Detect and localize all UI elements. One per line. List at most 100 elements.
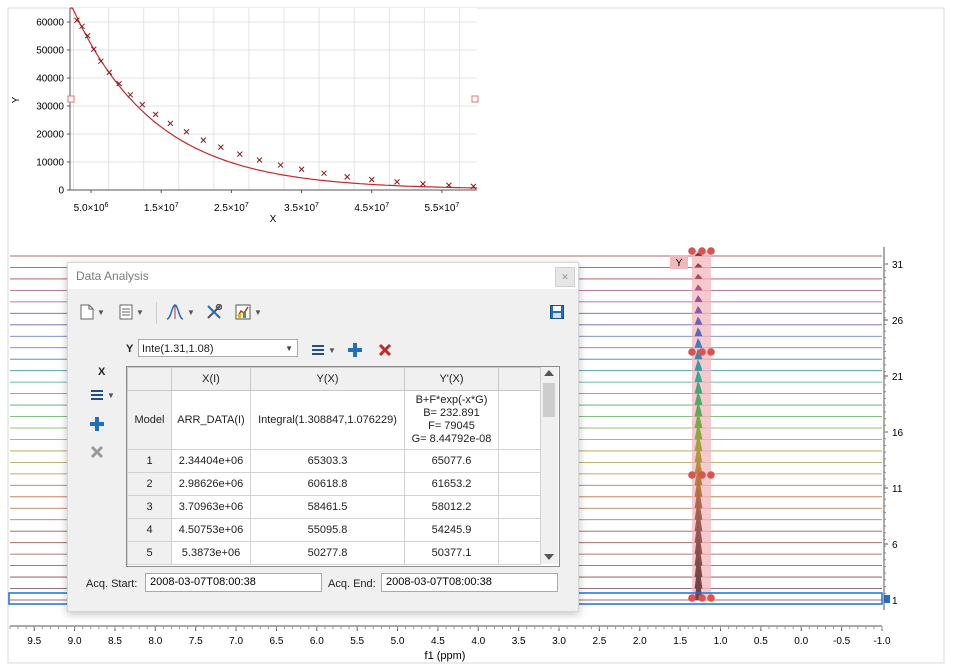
delete-x-button[interactable] (90, 441, 104, 463)
row-fit[interactable]: 54245.9 (404, 518, 499, 542)
row-y[interactable]: 60618.8 (250, 472, 405, 496)
tools-button[interactable] (206, 301, 222, 323)
row-index: 1 (127, 449, 172, 473)
integral-region-label-bg (670, 255, 688, 269)
trace-peak (694, 456, 703, 474)
column-header-spacer (498, 367, 541, 391)
row-x[interactable]: 5.3873e+06 (171, 541, 251, 565)
region-handle[interactable] (707, 594, 715, 602)
save-button[interactable] (550, 301, 564, 323)
peak-analysis-button[interactable]: ▼ (166, 301, 195, 323)
model-fit-cell[interactable]: B+F*exp(-x*G) B= 232.891 F= 79045 G= 8.4… (404, 390, 499, 450)
delete-y-button[interactable] (378, 339, 392, 361)
trace-peak (694, 316, 703, 325)
row-index: 5 (127, 541, 172, 565)
table-spacer-cell (498, 495, 541, 519)
region-handle[interactable] (698, 594, 706, 602)
model-row-label: Model (127, 390, 172, 450)
chart-resize-handle-left[interactable] (67, 95, 75, 103)
trace-peak (694, 489, 703, 509)
row-y[interactable]: 58461.5 (250, 495, 405, 519)
row-x[interactable]: 2.98626e+06 (171, 472, 251, 496)
table-spacer-cell (498, 472, 541, 496)
region-handle[interactable] (698, 247, 706, 255)
fit-formula: B+F*exp(-x*G) (415, 394, 488, 406)
acq-start-field[interactable] (145, 573, 322, 592)
new-document-button[interactable]: ▼ (80, 301, 105, 323)
y-select[interactable]: Inte(1.31,1.08) ▼ (138, 339, 298, 357)
table-row[interactable]: 1 2.34404e+06 65303.3 65077.6 (127, 449, 541, 473)
add-x-button[interactable] (90, 413, 104, 435)
scroll-down-icon[interactable] (544, 554, 554, 560)
selected-trace-marker[interactable] (884, 595, 890, 603)
row-x[interactable]: 3.70963e+06 (171, 495, 251, 519)
ppm-tick-label: 3.5 (512, 636, 526, 647)
chart-options-button[interactable]: ▼ (235, 301, 262, 323)
region-handle[interactable] (688, 247, 696, 255)
ppm-tick-label: 5.0 (391, 636, 405, 647)
ppm-tick-label: 1.5 (673, 636, 687, 647)
row-x[interactable]: 4.50753e+06 (171, 518, 251, 542)
row-y[interactable]: 55095.8 (250, 518, 405, 542)
ppm-tick-label: 6.5 (269, 636, 283, 647)
column-header-fit[interactable]: Y'(X) (404, 367, 499, 391)
x-list-button[interactable]: ▼ (90, 384, 115, 406)
ppm-tick-label: 9.0 (68, 636, 82, 647)
region-handle[interactable] (688, 594, 696, 602)
x-tick-label: 3.5×107 (284, 202, 319, 214)
column-header-x[interactable]: X(I) (171, 367, 251, 391)
trace-peak (694, 252, 703, 257)
region-handle[interactable] (688, 348, 696, 356)
data-point (277, 162, 284, 168)
row-fit[interactable]: 50377.1 (404, 541, 499, 565)
row-fit[interactable]: 58012.2 (404, 495, 499, 519)
row-fit[interactable]: 61653.2 (404, 472, 499, 496)
y-tick-label: 0 (58, 186, 64, 197)
region-handle[interactable] (688, 471, 696, 479)
data-analysis-dialog: Data Analysis ✕ ▼ ▼ ▼ ▼ (67, 262, 579, 612)
fit-chart-grid (70, 8, 477, 191)
right-tick-label: 6 (892, 540, 898, 551)
data-point (394, 179, 400, 185)
model-y-cell[interactable]: Integral(1.308847,1.076229) (250, 390, 405, 450)
add-y-button[interactable] (348, 339, 362, 361)
trace-peak (694, 380, 703, 394)
close-icon[interactable]: ✕ (555, 267, 575, 287)
data-table-grid: X(I) Y(X) Y'(X) Model ARR_DATA(I) Integr… (127, 367, 541, 565)
ppm-tick-label: 0.0 (794, 636, 808, 647)
trace-peak (694, 446, 703, 463)
table-spacer-cell (498, 449, 541, 473)
region-handles[interactable] (688, 247, 715, 602)
row-x[interactable]: 2.34404e+06 (171, 449, 251, 473)
region-handle[interactable] (698, 348, 706, 356)
ppm-tick-label: 5.5 (350, 636, 364, 647)
row-y[interactable]: 65303.3 (250, 449, 405, 473)
trace-peak (694, 423, 703, 440)
region-handle[interactable] (707, 471, 715, 479)
acq-end-field[interactable] (381, 573, 558, 592)
table-row[interactable]: 4 4.50753e+06 55095.8 54245.9 (127, 518, 541, 542)
model-x-cell[interactable]: ARR_DATA(I) (171, 390, 251, 450)
scroll-thumb[interactable] (543, 383, 555, 417)
column-header-y[interactable]: Y(X) (250, 367, 405, 391)
scroll-up-icon[interactable] (544, 370, 554, 376)
dialog-titlebar[interactable]: Data Analysis ✕ (68, 263, 578, 289)
region-handle[interactable] (698, 471, 706, 479)
region-handle[interactable] (707, 247, 715, 255)
y-list-button[interactable]: ▼ (311, 339, 336, 361)
integral-region-label: Y (676, 258, 683, 269)
table-scrollbar[interactable] (540, 367, 558, 564)
spectrum-peaks (694, 252, 703, 601)
data-point (90, 46, 97, 53)
report-button[interactable]: ▼ (119, 301, 144, 323)
region-handle[interactable] (707, 348, 715, 356)
row-fit[interactable]: 65077.6 (404, 449, 499, 473)
table-row[interactable]: 3 3.70963e+06 58461.5 58012.2 (127, 495, 541, 519)
chart-resize-handle-right[interactable] (471, 95, 479, 103)
table-row[interactable]: 5 5.3873e+06 50277.8 50377.1 (127, 541, 541, 565)
trace-peak (694, 391, 703, 406)
table-row[interactable]: 2 2.98626e+06 60618.8 61653.2 (127, 472, 541, 496)
row-y[interactable]: 50277.8 (250, 541, 405, 565)
table-spacer-cell (498, 541, 541, 565)
data-table: X(I) Y(X) Y'(X) Model ARR_DATA(I) Integr… (126, 366, 560, 567)
